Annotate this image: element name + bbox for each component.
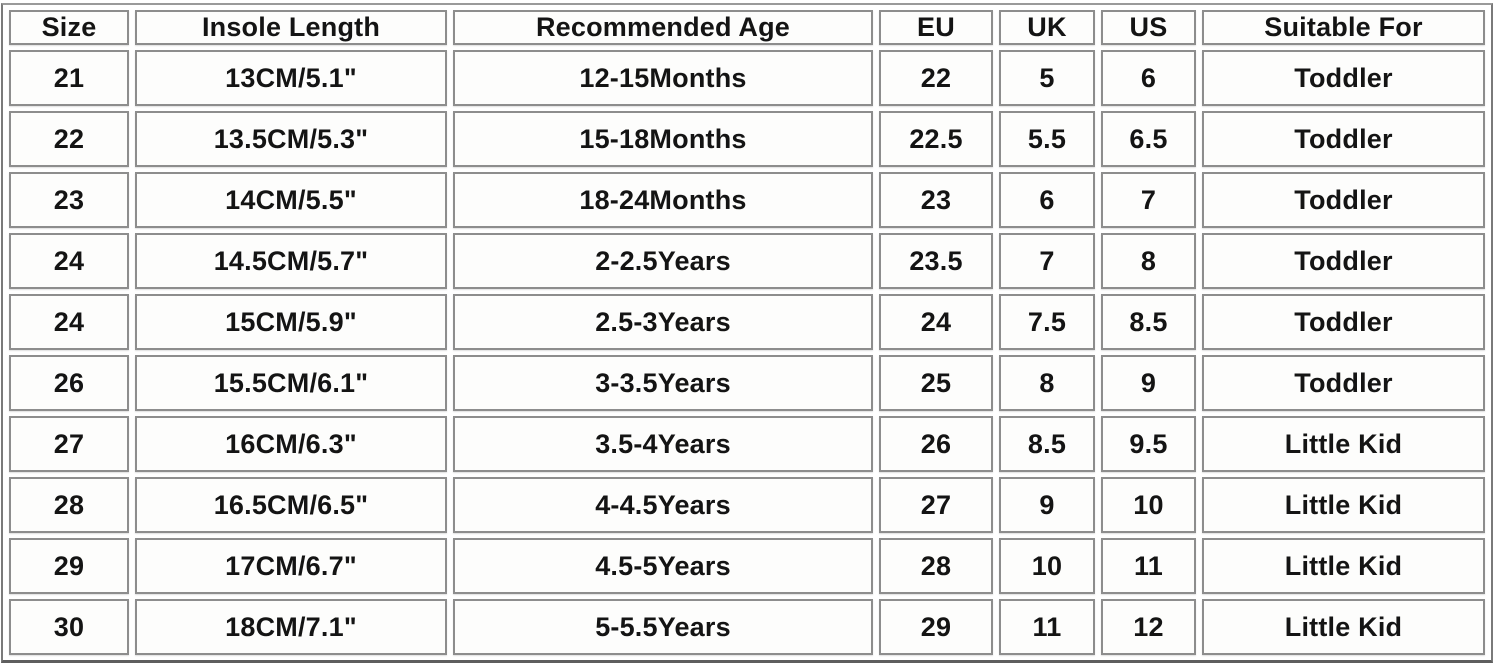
table-cell: 24 xyxy=(9,294,129,350)
table-cell: 7 xyxy=(1101,172,1196,228)
table-cell: Toddler xyxy=(1202,294,1485,350)
table-row: 24 14.5CM/5.7" 2-2.5Years 23.5 7 8 Toddler xyxy=(9,233,1485,289)
table-row: 29 17CM/6.7" 4.5-5Years 28 10 11 Little Kid xyxy=(9,538,1485,594)
table-cell: 16CM/6.3" xyxy=(135,416,447,472)
table-row: 23 14CM/5.5" 18-24Months 23 6 7 Toddler xyxy=(9,172,1485,228)
size-chart-frame: Size Insole Length Recommended Age EU UK US Su… xyxy=(1,3,1493,663)
table-cell: 5.5 xyxy=(999,111,1095,167)
column-header-suitable-for: Suitable For xyxy=(1202,10,1485,45)
table-cell: 13.5CM/5.3" xyxy=(135,111,447,167)
table-cell: Toddler xyxy=(1202,172,1485,228)
table-cell: 8 xyxy=(1101,233,1196,289)
table-cell: 3.5-4Years xyxy=(453,416,873,472)
table-cell: 6 xyxy=(1101,50,1196,106)
table-cell: 24 xyxy=(879,294,993,350)
table-cell: 5-5.5Years xyxy=(453,599,873,655)
table-cell: Toddler xyxy=(1202,111,1485,167)
table-cell: Little Kid xyxy=(1202,477,1485,533)
table-row: 27 16CM/6.3" 3.5-4Years 26 8.5 9.5 Little Kid xyxy=(9,416,1485,472)
table-cell: 2-2.5Years xyxy=(453,233,873,289)
table-cell: Little Kid xyxy=(1202,538,1485,594)
table-row: 26 15.5CM/6.1" 3-3.5Years 25 8 9 Toddler xyxy=(9,355,1485,411)
table-cell: 21 xyxy=(9,50,129,106)
table-cell: 30 xyxy=(9,599,129,655)
table-cell: 25 xyxy=(879,355,993,411)
table-cell: 7.5 xyxy=(999,294,1095,350)
table-cell: 26 xyxy=(9,355,129,411)
table-cell: 28 xyxy=(879,538,993,594)
column-header-recommended-age: Recommended Age xyxy=(453,10,873,45)
table-cell: 6.5 xyxy=(1101,111,1196,167)
table-cell: 22 xyxy=(9,111,129,167)
table-cell: 15-18Months xyxy=(453,111,873,167)
column-header-uk: UK xyxy=(999,10,1095,45)
table-cell: 24 xyxy=(9,233,129,289)
table-body: 21 13CM/5.1" 12-15Months 22 5 6 Toddler 22 13.5C… xyxy=(9,50,1485,655)
size-chart-table: Size Insole Length Recommended Age EU UK US Su… xyxy=(3,5,1491,660)
table-cell: 3-3.5Years xyxy=(453,355,873,411)
table-cell: 23.5 xyxy=(879,233,993,289)
table-cell: 22 xyxy=(879,50,993,106)
table-cell: 11 xyxy=(999,599,1095,655)
table-cell: Little Kid xyxy=(1202,599,1485,655)
column-header-size: Size xyxy=(9,10,129,45)
table-cell: 27 xyxy=(879,477,993,533)
table-cell: 22.5 xyxy=(879,111,993,167)
table-cell: 4.5-5Years xyxy=(453,538,873,594)
header-row: Size Insole Length Recommended Age EU UK US Su… xyxy=(9,10,1485,45)
table-row: 22 13.5CM/5.3" 15-18Months 22.5 5.5 6.5 Toddle… xyxy=(9,111,1485,167)
column-header-eu: EU xyxy=(879,10,993,45)
table-cell: 12-15Months xyxy=(453,50,873,106)
table-cell: 4-4.5Years xyxy=(453,477,873,533)
table-cell: 12 xyxy=(1101,599,1196,655)
table-cell: 16.5CM/6.5" xyxy=(135,477,447,533)
table-cell: 8 xyxy=(999,355,1095,411)
table-row: 24 15CM/5.9" 2.5-3Years 24 7.5 8.5 Toddler xyxy=(9,294,1485,350)
table-cell: 18CM/7.1" xyxy=(135,599,447,655)
table-cell: 29 xyxy=(9,538,129,594)
table-cell: 5 xyxy=(999,50,1095,106)
table-cell: 10 xyxy=(999,538,1095,594)
table-cell: 11 xyxy=(1101,538,1196,594)
table-cell: 23 xyxy=(879,172,993,228)
table-cell: 18-24Months xyxy=(453,172,873,228)
table-cell: 15CM/5.9" xyxy=(135,294,447,350)
table-cell: 28 xyxy=(9,477,129,533)
table-cell: Toddler xyxy=(1202,355,1485,411)
table-cell: 2.5-3Years xyxy=(453,294,873,350)
column-header-us: US xyxy=(1101,10,1196,45)
table-row: 30 18CM/7.1" 5-5.5Years 29 11 12 Little Kid xyxy=(9,599,1485,655)
table-cell: 17CM/6.7" xyxy=(135,538,447,594)
table-cell: 14CM/5.5" xyxy=(135,172,447,228)
table-cell: 27 xyxy=(9,416,129,472)
table-cell: 9 xyxy=(999,477,1095,533)
table-cell: Toddler xyxy=(1202,233,1485,289)
table-cell: 8.5 xyxy=(1101,294,1196,350)
table-cell: 8.5 xyxy=(999,416,1095,472)
table-cell: 10 xyxy=(1101,477,1196,533)
table-cell: 26 xyxy=(879,416,993,472)
table-cell: Little Kid xyxy=(1202,416,1485,472)
table-cell: 15.5CM/6.1" xyxy=(135,355,447,411)
table-cell: 6 xyxy=(999,172,1095,228)
table-cell: 7 xyxy=(999,233,1095,289)
table-cell: 14.5CM/5.7" xyxy=(135,233,447,289)
table-cell: 9 xyxy=(1101,355,1196,411)
table-cell: 13CM/5.1" xyxy=(135,50,447,106)
table-row: 21 13CM/5.1" 12-15Months 22 5 6 Toddler xyxy=(9,50,1485,106)
column-header-insole-length: Insole Length xyxy=(135,10,447,45)
table-row: 28 16.5CM/6.5" 4-4.5Years 27 9 10 Little Kid xyxy=(9,477,1485,533)
table-cell: Toddler xyxy=(1202,50,1485,106)
table-cell: 23 xyxy=(9,172,129,228)
table-cell: 9.5 xyxy=(1101,416,1196,472)
table-cell: 29 xyxy=(879,599,993,655)
